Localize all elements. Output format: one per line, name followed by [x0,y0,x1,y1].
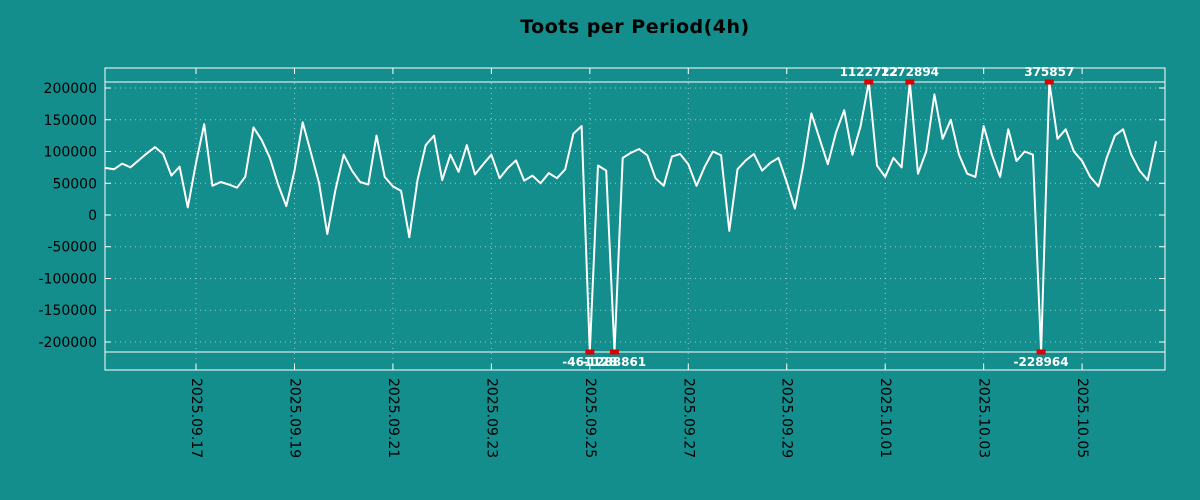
x-tick-label: 2025.09.29 [779,378,795,458]
chart-title: Toots per Period(4h) [520,16,750,38]
y-tick-label: 200000 [44,81,97,97]
outlier-marker-bottom [585,349,595,355]
plot-border [104,67,1166,371]
y-tick-label: 0 [88,208,97,224]
x-tick-label: 2025.10.01 [877,378,893,458]
outlier-label-bottom: -1288861 [583,355,646,369]
outlier-marker-top [1044,79,1054,85]
x-tick-label: 2025.10.05 [1074,378,1090,458]
x-tick-label: 2025.09.23 [483,378,499,458]
outlier-label-top: 375857 [1024,65,1074,79]
y-tick-label: -200000 [39,335,98,351]
y-tick-label: -50000 [47,240,97,256]
y-tick-label: 150000 [44,113,97,129]
y-tick-label: 100000 [44,145,97,161]
x-tick-label: 2025.09.25 [582,378,598,458]
outlier-label-bottom: -461128 [562,355,617,369]
outlier-marker-top [864,79,874,85]
y-tick-label: 50000 [52,176,97,192]
data-line [104,81,1157,353]
x-tick-label: 2025.09.17 [188,378,204,458]
x-tick-label: 2025.09.19 [286,378,302,458]
outlier-label-bottom: -228964 [1014,355,1069,369]
x-tick-label: 2025.09.21 [385,378,401,458]
y-tick-label: -100000 [39,271,98,287]
outlier-marker-top [905,79,915,85]
outlier-label-top: 1272894 [881,65,939,79]
x-tick-label: 2025.10.03 [976,378,992,458]
x-tick-label: 2025.09.27 [680,378,696,458]
outlier-marker-bottom [609,349,619,355]
outlier-label-top: 1122722 [840,65,898,79]
y-tick-label: -150000 [39,303,98,319]
outlier-marker-bottom [1036,349,1046,355]
